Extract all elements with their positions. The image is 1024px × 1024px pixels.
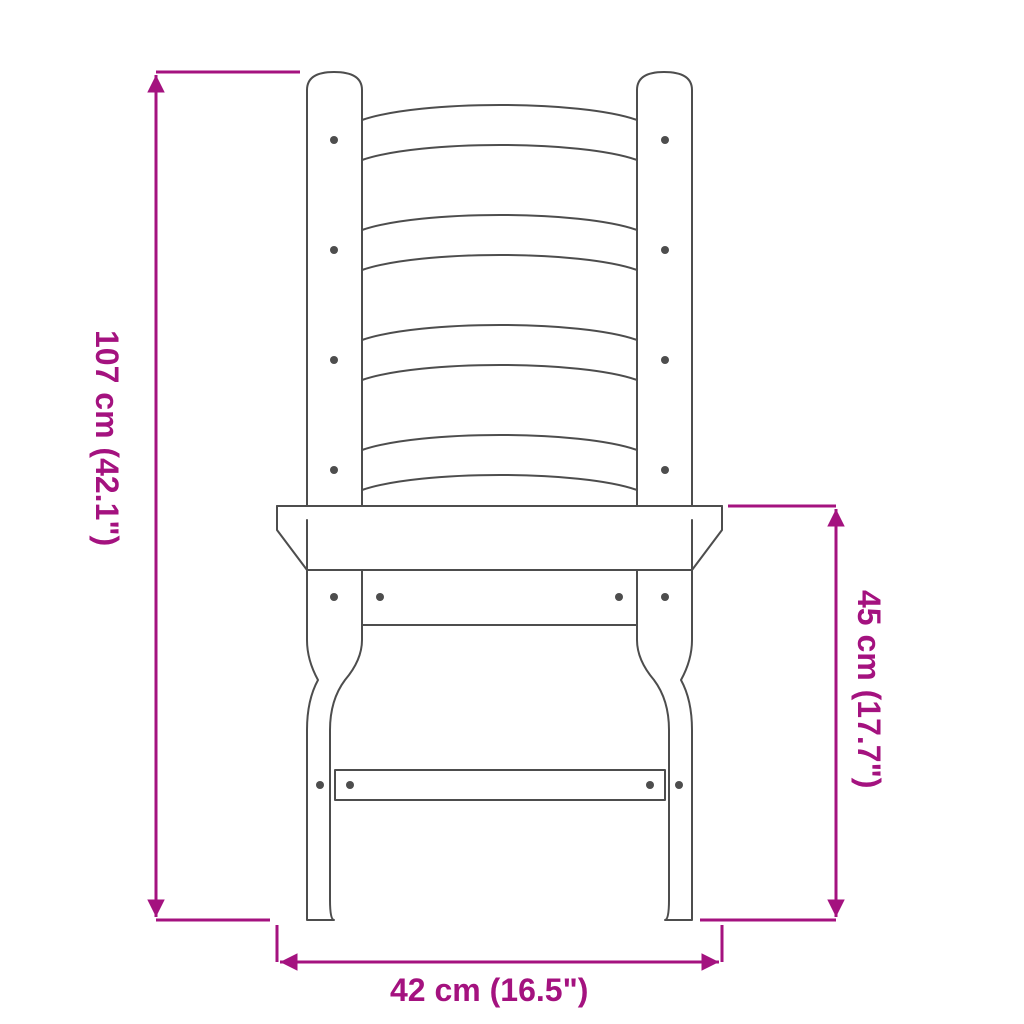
dim-total-height: 107 cm (42.1") [88,330,125,546]
dimension-lines [156,72,836,962]
chair-drawing [277,72,722,920]
dim-width: 42 cm (16.5") [390,972,588,1009]
dimension-diagram: 107 cm (42.1") 45 cm (17.7") 42 cm (16.5… [0,0,1024,1024]
dim-seat-height-cm: 45 cm [851,590,887,681]
dim-total-height-in: (42.1") [89,447,125,546]
diagram-svg [0,0,1024,1024]
dim-total-height-cm: 107 cm [89,330,125,439]
dim-width-in: (16.5") [490,972,589,1008]
dim-width-cm: 42 cm [390,972,481,1008]
dim-seat-height: 45 cm (17.7") [850,590,887,788]
dim-seat-height-in: (17.7") [851,690,887,789]
